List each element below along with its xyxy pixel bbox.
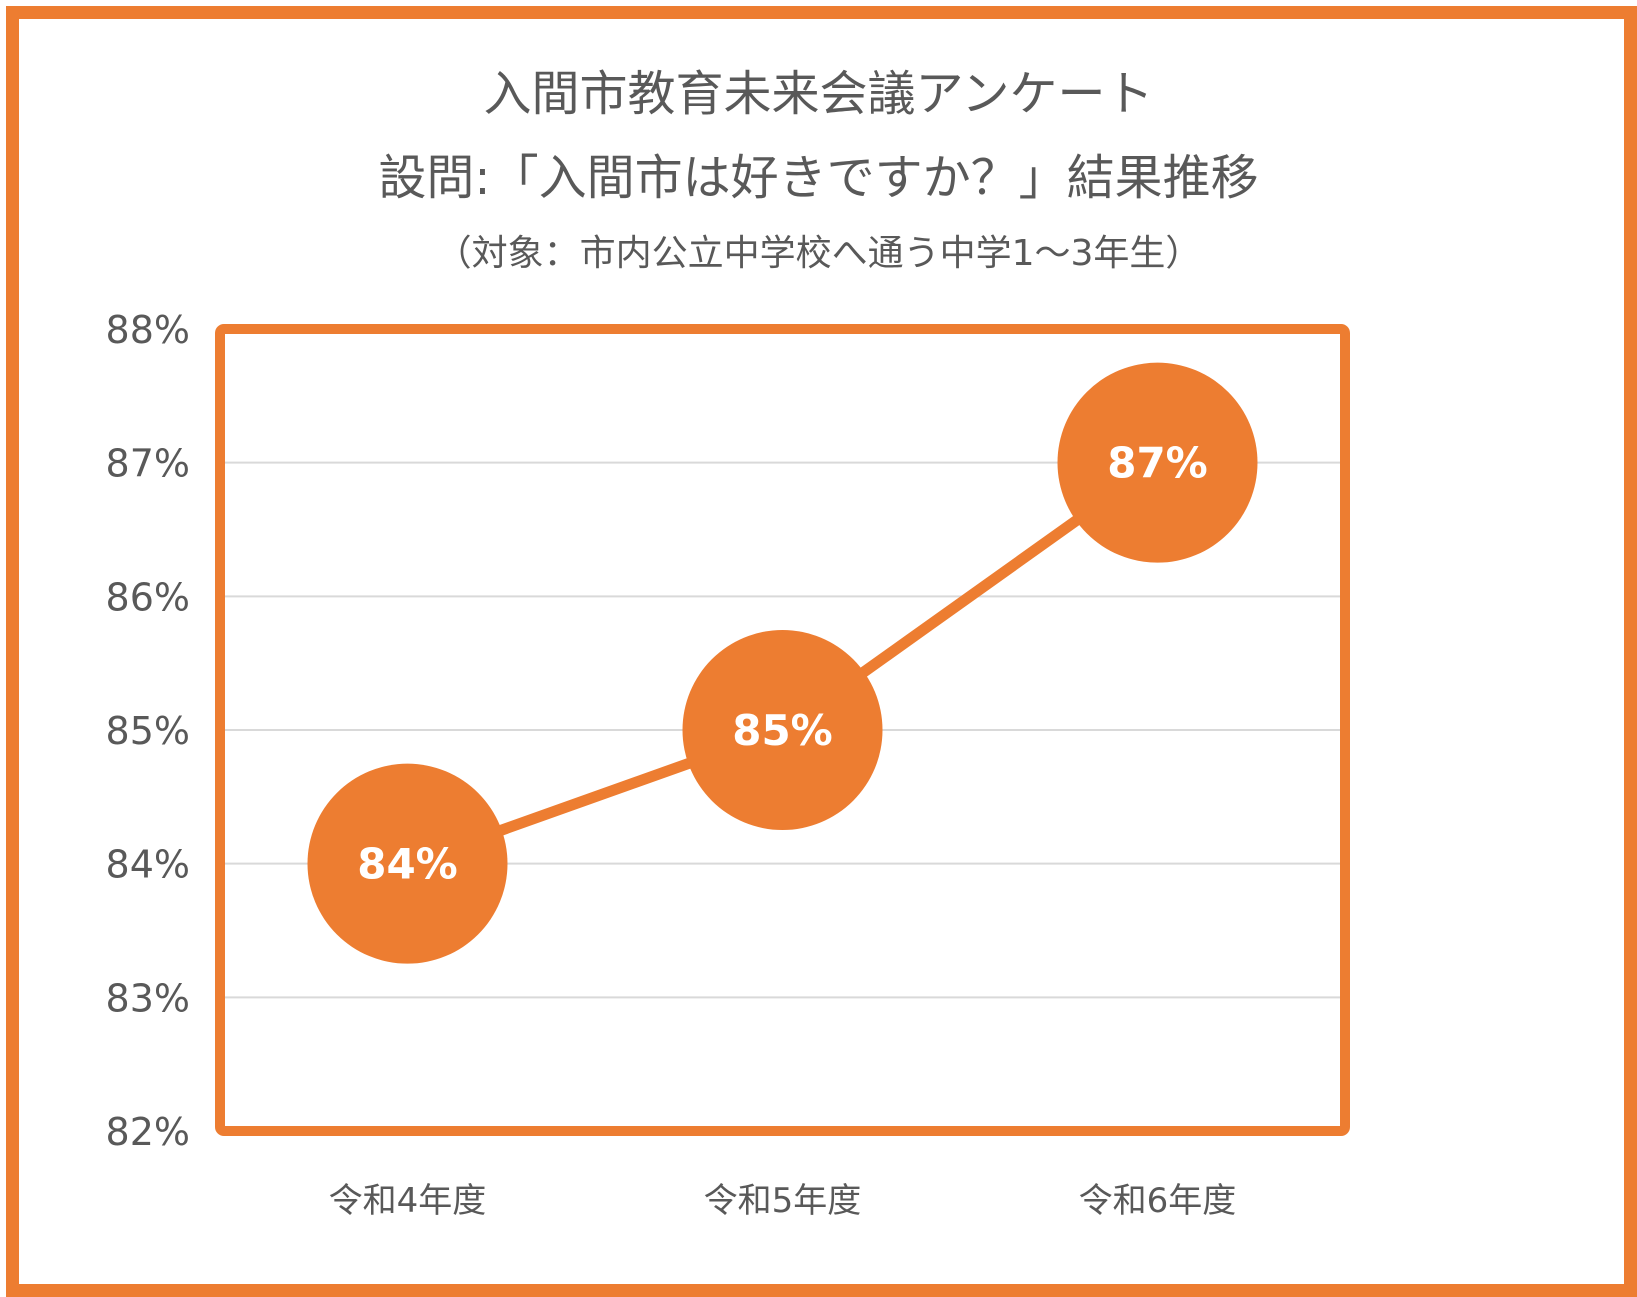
y-tick-label: 86% [106, 575, 190, 619]
y-tick-label: 82% [106, 1110, 190, 1154]
chart-titles: 入間市教育未来会議アンケート 設問:「入間市は好きですか？」結果推移 （対象：市… [0, 52, 1637, 284]
y-tick-label: 87% [106, 442, 190, 486]
y-tick-label: 88% [106, 308, 190, 352]
data-label: 87% [1107, 439, 1208, 488]
y-tick-label: 85% [106, 709, 190, 753]
x-tick-label: 令和4年度 [329, 1181, 487, 1221]
data-label: 85% [732, 706, 833, 755]
data-point [1057, 362, 1258, 563]
y-tick-label: 83% [106, 976, 190, 1020]
chart-subtitle: （対象：市内公立中学校へ通う中学1〜3年生） [435, 233, 1202, 274]
series-points: 84% 85% 87% [307, 362, 1258, 964]
plot-area-frame [215, 324, 1350, 1136]
chart-title-line-2: 設問:「入間市は好きですか？」結果推移 [378, 150, 1259, 206]
chart-title-line-1: 入間市教育未来会議アンケート [483, 66, 1154, 122]
data-point [307, 763, 508, 964]
data-point [682, 630, 883, 830]
y-tick-label: 84% [106, 843, 190, 887]
y-axis-ticks: 82% 83% 84% 85% 86% 87% 88% [106, 308, 190, 1154]
x-tick-label: 令和5年度 [704, 1181, 862, 1221]
x-tick-label: 令和6年度 [1079, 1181, 1237, 1221]
data-label: 84% [357, 840, 458, 889]
x-axis-ticks: 令和4年度 令和5年度 令和6年度 [329, 1181, 1237, 1221]
